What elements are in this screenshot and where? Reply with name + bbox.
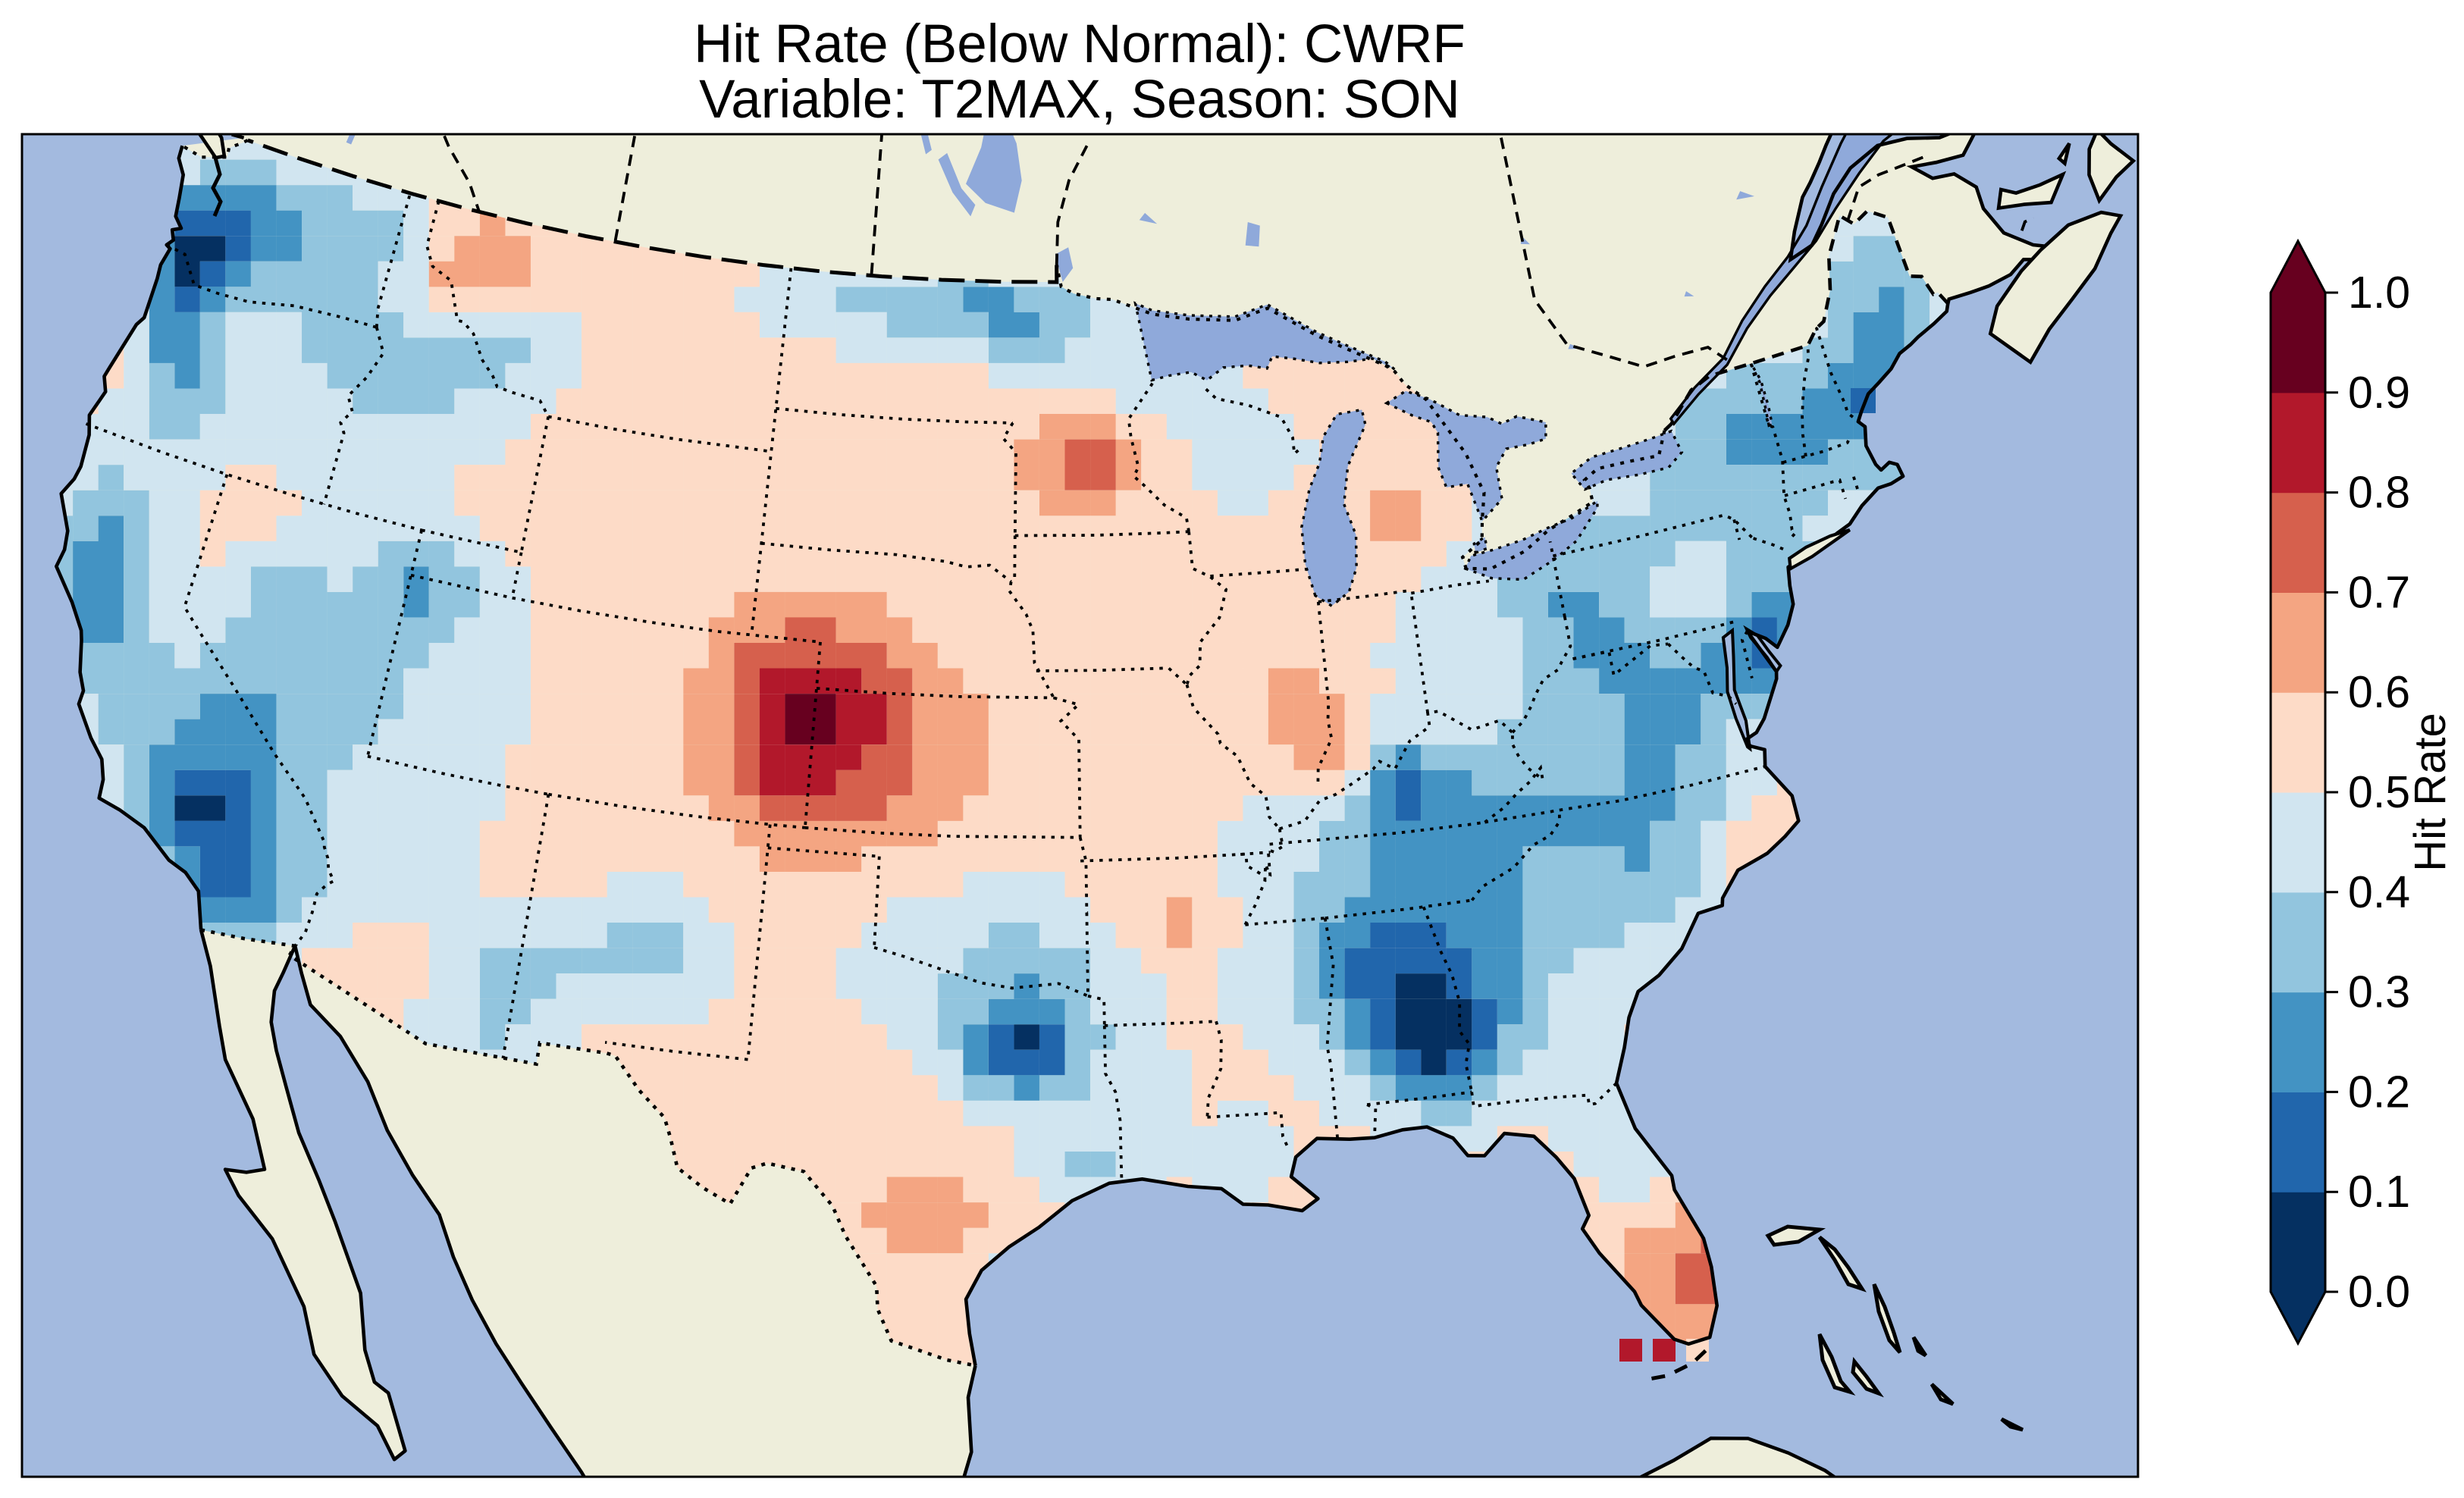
svg-text:0.2: 0.2: [2348, 1067, 2410, 1117]
svg-text:0.7: 0.7: [2348, 567, 2410, 617]
svg-text:0.5: 0.5: [2348, 767, 2410, 817]
svg-text:0.6: 0.6: [2348, 667, 2410, 717]
svg-text:0.1: 0.1: [2348, 1167, 2410, 1217]
svg-text:Hit Rate (Below Normal): CWRF: Hit Rate (Below Normal): CWRF: [694, 14, 1466, 74]
svg-text:1.0: 1.0: [2348, 268, 2410, 318]
svg-text:0.4: 0.4: [2348, 867, 2410, 917]
svg-text:0.8: 0.8: [2348, 468, 2410, 518]
svg-text:Variable: T2MAX, Season: SON: Variable: T2MAX, Season: SON: [699, 70, 1460, 130]
svg-text:0.3: 0.3: [2348, 967, 2410, 1017]
svg-text:0.0: 0.0: [2348, 1267, 2410, 1317]
svg-text:Hit Rate: Hit Rate: [2406, 713, 2455, 872]
svg-text:0.9: 0.9: [2348, 368, 2410, 418]
